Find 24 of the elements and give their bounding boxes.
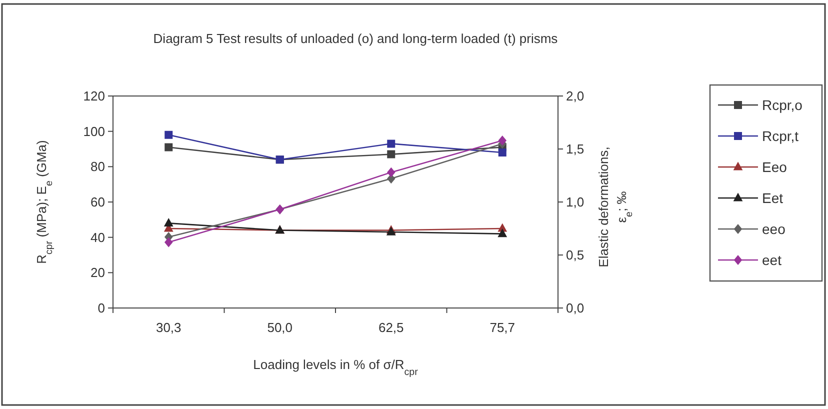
legend-label: Rcpr,t xyxy=(762,128,799,144)
y2-tick-label: 1,0 xyxy=(566,194,584,210)
y-tick-label: 0 xyxy=(98,300,105,316)
legend-label: eet xyxy=(762,252,782,268)
chart-title: Diagram 5 Test results of unloaded (o) and long-term loaded (t) prisms xyxy=(153,31,558,46)
x-tick-label: 75,7 xyxy=(490,320,516,335)
legend-label: Eet xyxy=(762,190,784,206)
legend-label: Eeo xyxy=(762,159,788,175)
y2-tick-label: 2,0 xyxy=(566,88,584,104)
y-tick-label: 80 xyxy=(90,159,105,174)
x-tick-label: 50,0 xyxy=(267,320,293,335)
y-tick-label: 60 xyxy=(90,194,105,210)
y2-tick-label: 0,0 xyxy=(566,300,584,316)
y2-tick-label: 1,5 xyxy=(566,142,584,156)
y2-tick-label: 0,5 xyxy=(566,248,584,262)
x-tick-label: 30,3 xyxy=(156,320,182,335)
x-tick-label: 62,5 xyxy=(378,320,404,335)
y-tick-label: 100 xyxy=(83,124,105,139)
legend-label: eeo xyxy=(762,221,786,237)
legend-label: Rcpr,o xyxy=(762,97,803,113)
x-axis-title: Loading levels in % of σ/R$_{cpr}$ xyxy=(253,357,419,378)
y-tick-label: 120 xyxy=(83,88,105,104)
y-tick-label: 20 xyxy=(90,265,105,280)
y-tick-label: 40 xyxy=(90,230,105,245)
